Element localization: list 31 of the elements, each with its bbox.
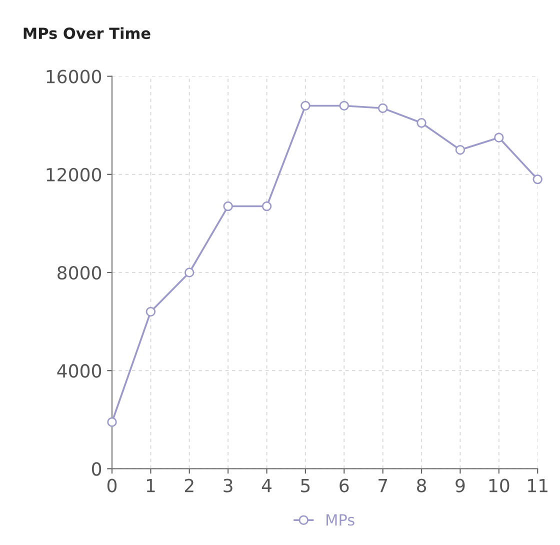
y-tick-label: 0: [92, 462, 102, 476]
x-tick-label: 7: [378, 478, 388, 492]
point: [262, 201, 272, 212]
x-tick-label: 5: [301, 478, 310, 492]
point: [107, 417, 117, 427]
point: [455, 145, 466, 155]
point: [378, 103, 388, 114]
x-tick-label: 1: [146, 478, 155, 492]
point: [339, 100, 350, 111]
x-tick-label: 8: [417, 478, 426, 492]
chart-title: MPs Over Time: [24, 27, 150, 40]
y-tick-label: 4000: [57, 364, 102, 378]
y-tick-label: 16000: [46, 70, 102, 84]
x-tick-label: 9: [456, 478, 465, 492]
legend-label: MPs: [326, 514, 354, 526]
point: [494, 132, 504, 142]
point: [184, 268, 194, 278]
x-tick-label: 6: [340, 478, 349, 492]
point: [146, 306, 156, 317]
x-tick-label: 3: [224, 478, 232, 492]
point: [300, 100, 310, 111]
y-tick-label: 8000: [58, 266, 102, 280]
x-tick-label: 2: [184, 478, 194, 492]
x-tick-label: 11: [528, 478, 548, 492]
y-tick-label: 12000: [46, 168, 102, 182]
x-tick-label: 10: [489, 478, 510, 492]
x-tick-label: 4: [262, 478, 272, 492]
point: [416, 118, 426, 128]
point: [532, 174, 542, 184]
point: [223, 201, 233, 212]
x-tick-label: 0: [107, 478, 117, 492]
